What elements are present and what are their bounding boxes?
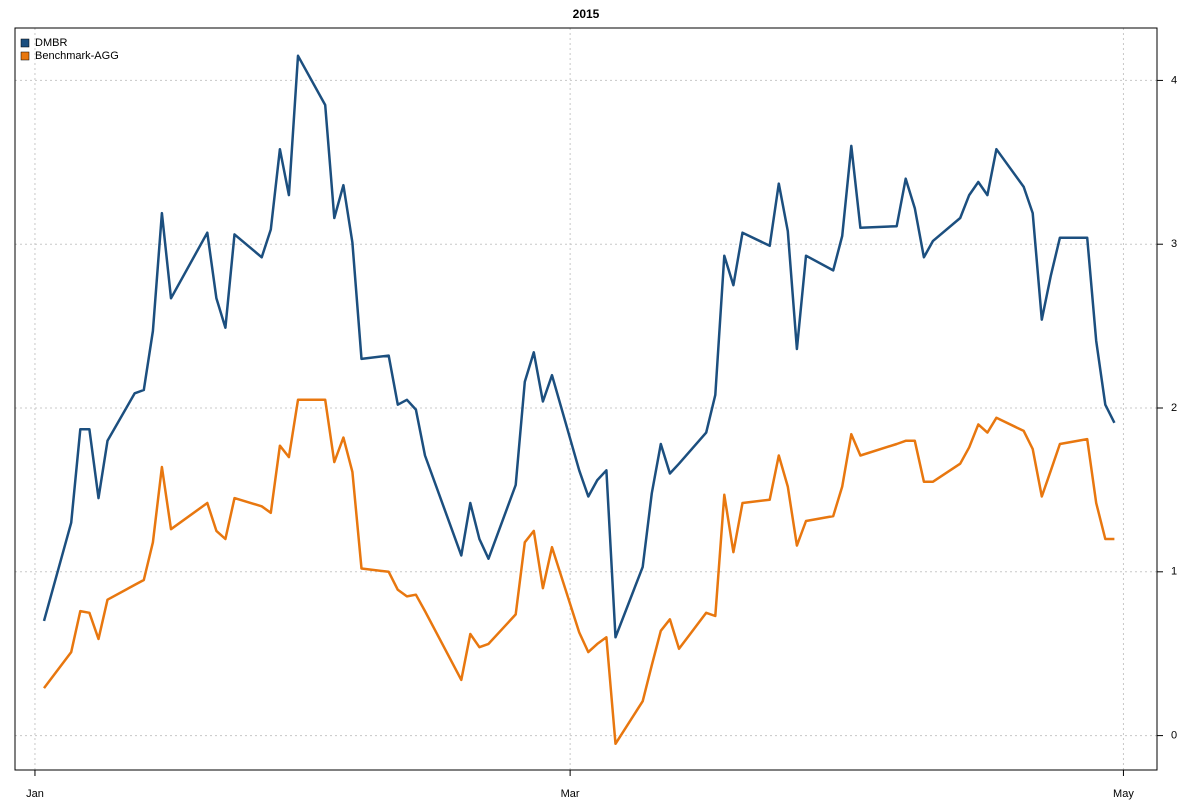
legend-label: DMBR [35,37,67,49]
x-tick-label: May [1113,788,1134,800]
series-line [42,54,1116,639]
legend-label: Benchmark-AGG [35,50,119,62]
legend-swatch [20,38,30,48]
y-tick-label: 1 [1171,566,1177,578]
legend-swatch [20,51,30,61]
series-line [43,398,1115,746]
plot-frame [14,27,1158,771]
y-tick-label: 0 [1171,730,1177,742]
y-tick-label: 4 [1171,74,1177,86]
x-tick-label: Jan [26,788,44,800]
y-tick-label: 3 [1171,238,1177,250]
chart-title: 2015 [573,7,600,21]
y-tick-label: 2 [1171,402,1177,414]
x-tick-label: Mar [561,788,580,800]
